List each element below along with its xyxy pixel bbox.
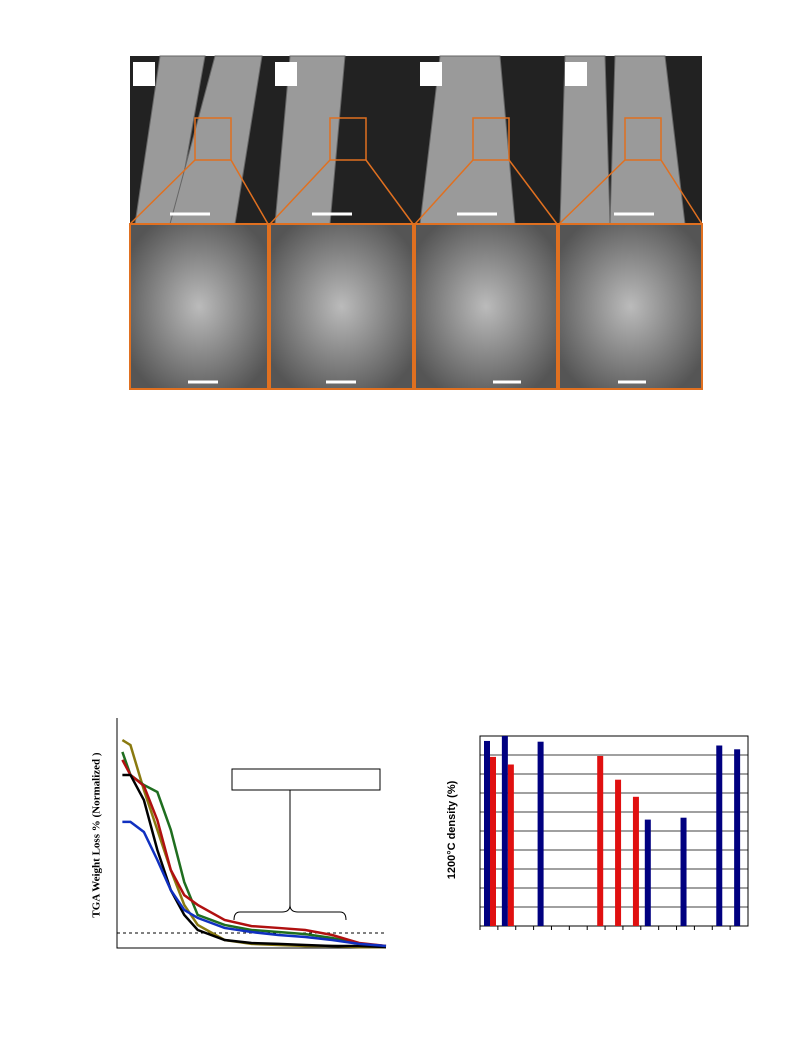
bar: [644, 819, 651, 926]
bar: [716, 745, 723, 926]
bar: [597, 755, 604, 926]
bar: [615, 779, 622, 926]
tga-frame: [116, 718, 386, 949]
tga-curve: [122, 773, 387, 949]
y-axis-label: 1200°C density (%): [446, 780, 458, 879]
bar: [490, 756, 496, 926]
bar: [484, 740, 490, 926]
bar: [501, 736, 508, 926]
bar: [680, 817, 687, 926]
tga-curve: [121, 751, 387, 948]
bar: [537, 741, 544, 926]
bar: [507, 764, 514, 926]
bar: [632, 796, 639, 926]
sem-figure: [129, 55, 703, 390]
bar: [734, 749, 741, 926]
y-axis-label: TGA Weight Loss % (Normalized ): [91, 752, 103, 917]
tga-curve: [122, 820, 387, 948]
tga-curve: [121, 739, 386, 949]
tga-curve: [121, 759, 387, 948]
